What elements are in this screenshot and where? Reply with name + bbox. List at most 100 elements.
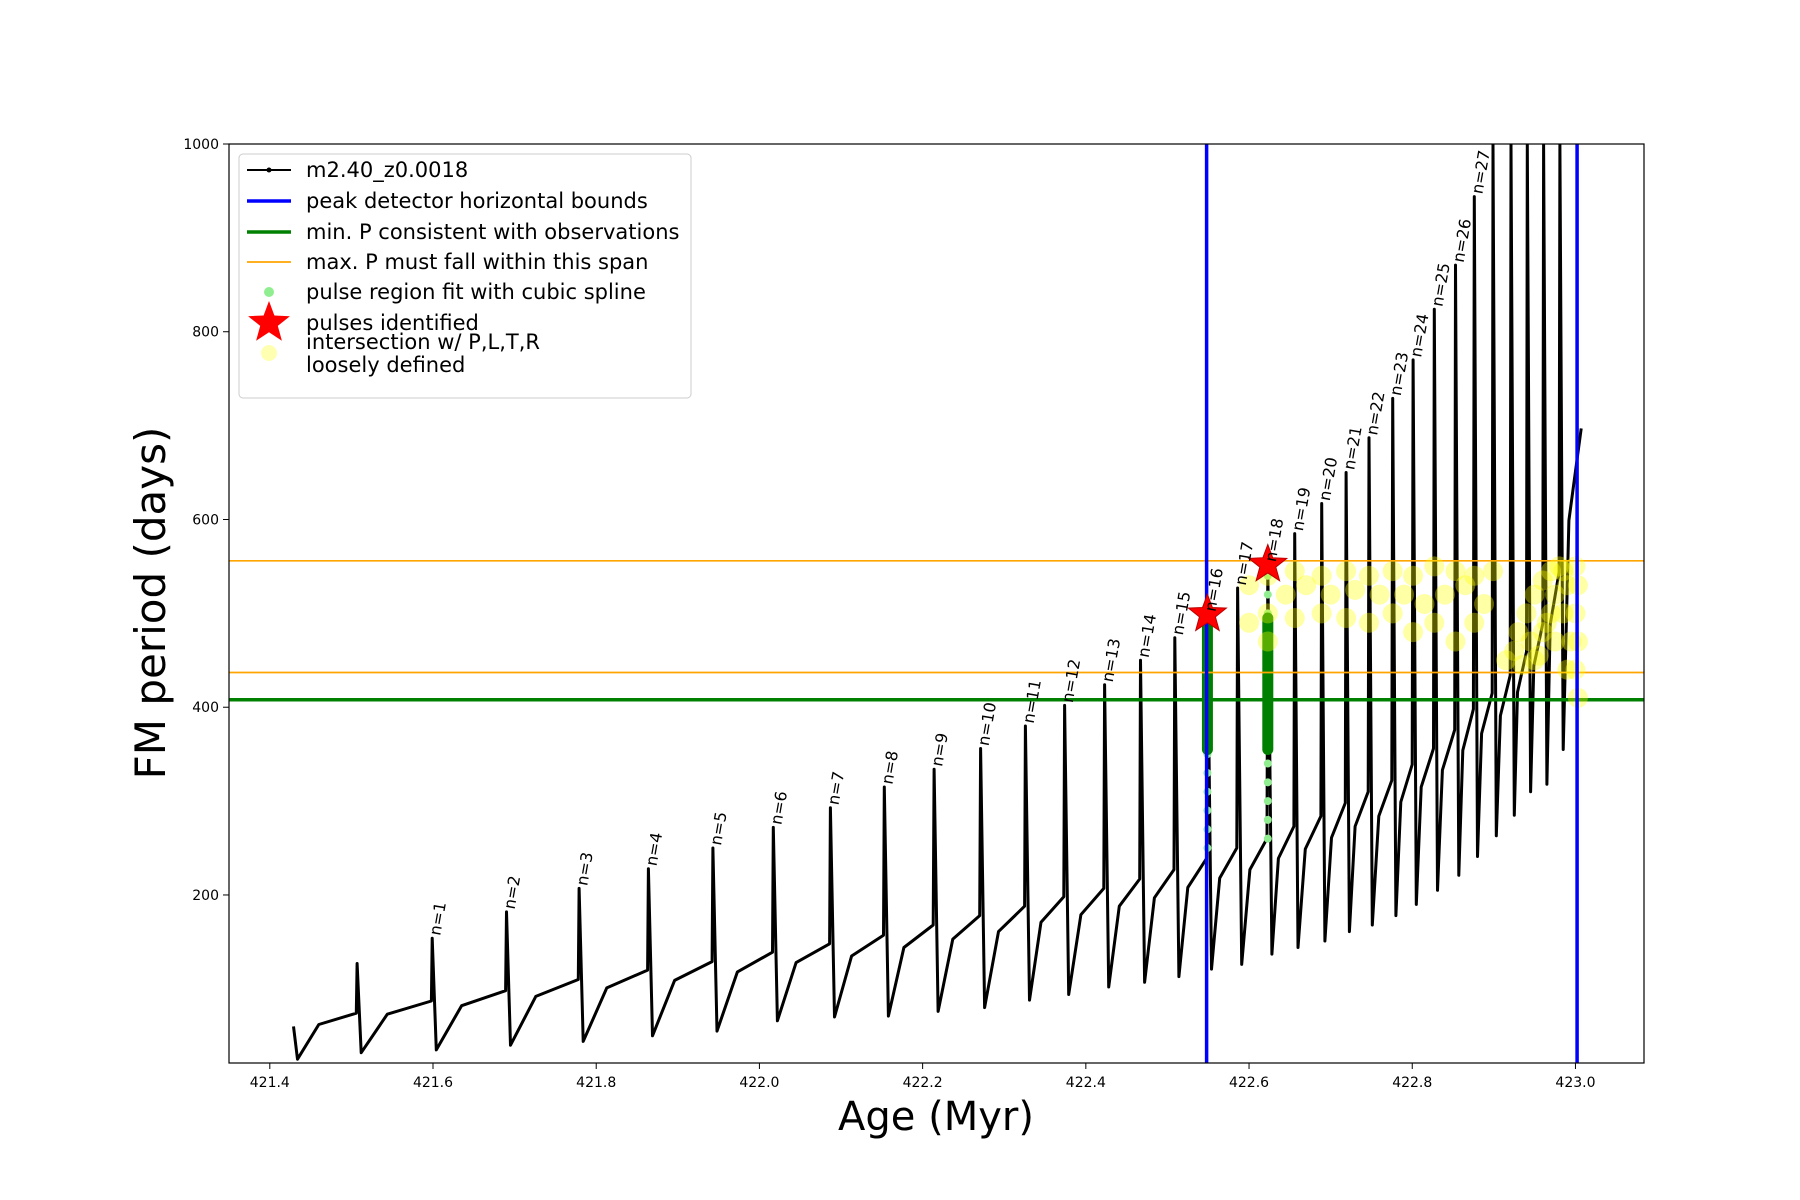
intersection-point — [1394, 584, 1415, 605]
x-tick-label: 423.0 — [1555, 1075, 1595, 1091]
intersection-point — [1474, 593, 1495, 614]
pulse-annotation: n=4 — [642, 831, 667, 868]
intersection-point — [1382, 603, 1403, 624]
pulse-annotation: n=26 — [1449, 217, 1475, 264]
x-tick-label: 421.4 — [250, 1075, 290, 1091]
intersection-point — [1320, 584, 1341, 605]
y-tick-label: 1000 — [183, 137, 219, 153]
pulse-annotation: n=16 — [1201, 566, 1227, 613]
intersection-point — [1520, 631, 1541, 652]
pulse-star — [1187, 592, 1228, 632]
intersection-point — [1455, 575, 1476, 596]
intersection-point — [1549, 556, 1570, 577]
intersection-point — [1496, 650, 1517, 671]
pulse-annotation: n=6 — [767, 790, 792, 827]
pulse-star — [1247, 543, 1289, 582]
legend-label: peak detector horizontal bounds — [306, 189, 648, 213]
x-tick-label: 422.8 — [1392, 1075, 1432, 1091]
intersection-point — [1524, 650, 1545, 671]
intersection-point — [1382, 561, 1403, 582]
legend-label: pulses identified — [306, 311, 479, 335]
legend-handle-marker — [266, 167, 272, 173]
intersection-point — [1239, 612, 1260, 633]
intersection-point — [1257, 603, 1278, 624]
pulse-annotation: n=22 — [1362, 390, 1388, 437]
pulse-annotation: n=3 — [572, 851, 597, 888]
pulse-annotation: n=5 — [706, 810, 731, 847]
intersection-point — [1445, 631, 1466, 652]
intersection-point — [1532, 622, 1553, 643]
x-tick-label: 421.8 — [576, 1075, 616, 1091]
x-tick-label: 422.6 — [1229, 1075, 1269, 1091]
y-axis-label: FM period (days) — [126, 427, 175, 780]
pulse-annotation: n=20 — [1315, 456, 1341, 503]
legend-frame — [238, 153, 692, 399]
pulse-annotation: n=18 — [1261, 517, 1287, 564]
pulse-region-point — [1263, 778, 1272, 787]
legend-label: max. P must fall within this span — [306, 250, 648, 274]
intersection-point — [1239, 575, 1260, 596]
y-tick-label: 800 — [192, 325, 219, 341]
legend-handle — [261, 345, 277, 361]
intersection-point — [1336, 608, 1357, 629]
intersection-point — [1311, 603, 1332, 624]
intersection-point — [1424, 612, 1445, 633]
intersection-point — [1504, 640, 1525, 661]
intersection-point — [1257, 631, 1278, 652]
intersection-point — [1528, 645, 1549, 666]
legend-label: pulse region fit with cubic spline — [306, 280, 646, 304]
pulse-annotation: n=13 — [1098, 637, 1124, 684]
pulse-annotation: n=14 — [1134, 612, 1160, 659]
pulse-annotation: n=9 — [927, 731, 952, 768]
legend-label-line: intersection w/ P,L,T,R — [306, 330, 540, 354]
pulse-annotation: n=23 — [1386, 351, 1412, 398]
x-tick-label: 421.6 — [413, 1075, 453, 1091]
intersection-point — [1445, 561, 1466, 582]
pulse-region-point — [1263, 815, 1272, 824]
intersection-point — [1508, 622, 1529, 643]
intersection-point — [1403, 622, 1424, 643]
pulse-region-point — [1263, 759, 1272, 768]
x-tick-label: 422.4 — [1066, 1075, 1106, 1091]
intersection-point — [1275, 584, 1296, 605]
pulse-annotation: n=12 — [1058, 658, 1084, 705]
y-tick-label: 200 — [192, 888, 219, 904]
intersection-point — [1414, 593, 1435, 614]
intersection-point — [1540, 561, 1561, 582]
intersection-point — [1545, 631, 1566, 652]
pulse-annotation: n=10 — [974, 701, 1000, 748]
pulse-region-point — [1263, 834, 1272, 843]
legend-label: m2.40_z0.0018 — [306, 158, 468, 183]
pulse-annotation: n=2 — [500, 874, 525, 911]
intersection-point — [1464, 612, 1485, 633]
pulse-annotation: n=7 — [824, 770, 849, 807]
x-tick-label: 422.2 — [903, 1075, 943, 1091]
intersection-point — [1512, 654, 1533, 675]
pulse-region-point — [1263, 797, 1272, 806]
pulse-annotation: n=8 — [878, 749, 903, 786]
x-tick-label: 422.0 — [739, 1075, 779, 1091]
intersection-point — [1545, 584, 1566, 605]
intersection-point — [1553, 603, 1574, 624]
pulse-annotation: n=15 — [1168, 590, 1194, 637]
pulse-annotation: n=11 — [1019, 678, 1045, 725]
intersection-point — [1557, 659, 1578, 680]
intersection-point — [1358, 565, 1379, 586]
y-tick-label: 400 — [192, 700, 219, 716]
intersection-point — [1553, 561, 1574, 582]
intersection-point — [1336, 561, 1357, 582]
intersection-point — [1358, 612, 1379, 633]
legend-handle — [248, 301, 290, 341]
legend-handle — [264, 287, 274, 297]
intersection-point — [1345, 579, 1366, 600]
intersection-point — [1536, 612, 1557, 633]
intersection-point — [1311, 565, 1332, 586]
pulse-region-point — [1263, 590, 1272, 599]
intersection-point — [1464, 565, 1485, 586]
pulse-annotation: n=27 — [1467, 149, 1493, 196]
legend-label-line: loosely defined — [306, 353, 465, 377]
intersection-point — [1284, 561, 1305, 582]
intersection-point — [1516, 603, 1537, 624]
